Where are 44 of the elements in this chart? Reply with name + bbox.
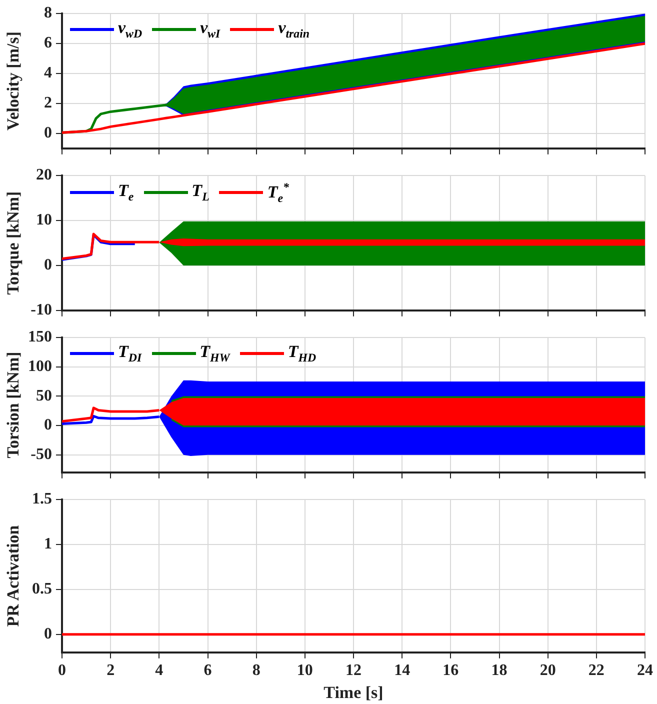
y-tick-label: -50 bbox=[30, 446, 52, 463]
legend-label: v$_{wD}$ bbox=[118, 18, 142, 41]
y-tick-label: 0 bbox=[44, 256, 52, 274]
y-tick-label: 150 bbox=[28, 328, 52, 346]
y-axis-title: Velocity [m/s] bbox=[4, 32, 23, 130]
legend-label: v$_{wI}$ bbox=[200, 18, 220, 41]
y-tick-label: 10 bbox=[36, 212, 52, 229]
y-axis-title: Torsion [kNm] bbox=[4, 352, 23, 458]
x-tick-label: 2 bbox=[106, 662, 115, 680]
x-tick-label: 22 bbox=[588, 662, 604, 680]
legend-label: T$_{HW}$ bbox=[200, 342, 230, 365]
y-tick-label: 0 bbox=[44, 416, 52, 434]
legend-label: T$_{e}$ bbox=[118, 180, 134, 204]
x-tick-label: 16 bbox=[442, 662, 459, 680]
x-tick-label: 12 bbox=[346, 662, 362, 680]
y-tick-label: -10 bbox=[30, 302, 52, 319]
legend-label: T$_{L}$ bbox=[192, 180, 210, 204]
legend-label: T$_{HD}$ bbox=[288, 342, 316, 365]
x-tick-label: 6 bbox=[204, 662, 212, 680]
y-tick-label: 100 bbox=[28, 358, 52, 376]
x-tick-label: 20 bbox=[540, 662, 556, 680]
legend-label: T$_{DI}$ bbox=[118, 342, 142, 365]
x-tick-label: 4 bbox=[155, 662, 164, 680]
y-tick-label: 0 bbox=[44, 626, 52, 643]
y-tick-label: 0.5 bbox=[32, 580, 52, 598]
y-tick-label: 4 bbox=[44, 64, 52, 82]
x-tick-label: 18 bbox=[491, 662, 508, 680]
x-tick-label: 24 bbox=[637, 662, 653, 680]
x-tick-label: 10 bbox=[296, 662, 313, 680]
y-tick-label: 8 bbox=[44, 4, 52, 22]
x-tick-label: 0 bbox=[58, 662, 66, 680]
y-axis-title: Torque [kNm] bbox=[4, 191, 23, 295]
x-tick-label: 14 bbox=[394, 662, 410, 680]
x-tick-label: 8 bbox=[252, 662, 260, 680]
x-axis-title: Time [s] bbox=[324, 683, 384, 702]
legend-label: v$_{train}$ bbox=[278, 18, 310, 41]
y-tick-label: 1 bbox=[44, 536, 52, 553]
y-tick-label: 6 bbox=[44, 34, 52, 52]
y-tick-label: 1.5 bbox=[32, 490, 52, 508]
y-tick-label: 0 bbox=[44, 124, 52, 142]
y-tick-label: 20 bbox=[36, 166, 52, 184]
y-tick-label: 50 bbox=[36, 387, 52, 404]
y-tick-label: 2 bbox=[44, 94, 52, 112]
y-axis-title: PR Activation bbox=[4, 524, 23, 627]
